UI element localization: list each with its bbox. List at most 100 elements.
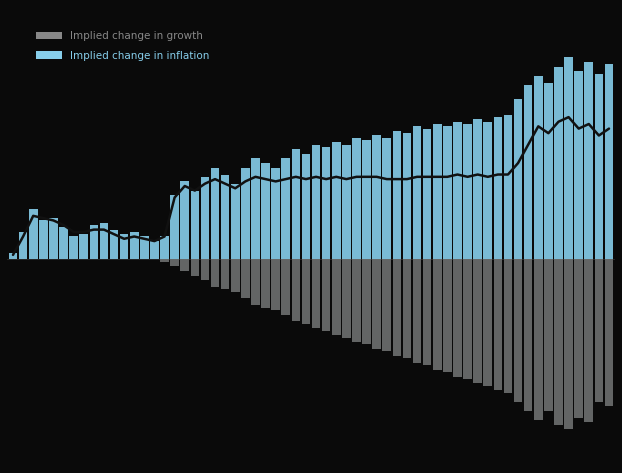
- Bar: [332, 142, 341, 260]
- Bar: [180, 182, 189, 260]
- Bar: [595, 73, 603, 260]
- Bar: [443, 126, 452, 260]
- Bar: [423, 260, 432, 365]
- Bar: [433, 260, 442, 369]
- Bar: [413, 126, 421, 260]
- Bar: [605, 64, 613, 260]
- Bar: [402, 133, 411, 260]
- Bar: [362, 140, 371, 260]
- Bar: [281, 158, 290, 260]
- Bar: [463, 260, 472, 379]
- Bar: [312, 260, 320, 328]
- Bar: [514, 260, 522, 402]
- Bar: [281, 260, 290, 315]
- Bar: [120, 234, 128, 260]
- Bar: [524, 85, 532, 260]
- Bar: [221, 175, 230, 260]
- Bar: [49, 218, 58, 260]
- Bar: [322, 147, 330, 260]
- Bar: [292, 260, 300, 322]
- Bar: [392, 131, 401, 260]
- Bar: [544, 83, 553, 260]
- Bar: [413, 260, 421, 363]
- Bar: [241, 167, 249, 260]
- Bar: [534, 76, 542, 260]
- Bar: [585, 62, 593, 260]
- Bar: [201, 260, 209, 280]
- Bar: [554, 260, 563, 425]
- Bar: [160, 260, 169, 262]
- Bar: [585, 260, 593, 422]
- Bar: [383, 260, 391, 351]
- Bar: [564, 57, 573, 260]
- Bar: [494, 117, 502, 260]
- Bar: [392, 260, 401, 356]
- Bar: [302, 260, 310, 324]
- Bar: [595, 260, 603, 402]
- Bar: [373, 135, 381, 260]
- Bar: [453, 122, 462, 260]
- Bar: [19, 232, 27, 260]
- Bar: [271, 167, 280, 260]
- Bar: [342, 145, 351, 260]
- Bar: [211, 260, 220, 287]
- Bar: [564, 260, 573, 429]
- Bar: [473, 119, 482, 260]
- Bar: [190, 191, 199, 260]
- Bar: [90, 225, 98, 260]
- Bar: [100, 223, 108, 260]
- Bar: [514, 99, 522, 260]
- Bar: [463, 124, 472, 260]
- Bar: [271, 260, 280, 310]
- Bar: [251, 158, 260, 260]
- Bar: [453, 260, 462, 377]
- Bar: [130, 232, 139, 260]
- Bar: [402, 260, 411, 358]
- Bar: [534, 260, 542, 420]
- Bar: [443, 260, 452, 372]
- Bar: [180, 260, 189, 271]
- Bar: [221, 260, 230, 289]
- Bar: [483, 122, 492, 260]
- Bar: [362, 260, 371, 344]
- Bar: [201, 177, 209, 260]
- Bar: [80, 234, 88, 260]
- Bar: [211, 167, 220, 260]
- Legend: Implied change in growth, Implied change in inflation: Implied change in growth, Implied change…: [30, 26, 215, 66]
- Bar: [69, 236, 78, 260]
- Bar: [140, 236, 149, 260]
- Bar: [574, 260, 583, 418]
- Bar: [39, 220, 48, 260]
- Bar: [29, 209, 37, 260]
- Bar: [170, 260, 179, 266]
- Bar: [231, 260, 239, 291]
- Bar: [605, 260, 613, 406]
- Bar: [332, 260, 341, 335]
- Bar: [433, 124, 442, 260]
- Bar: [261, 260, 270, 307]
- Bar: [292, 149, 300, 260]
- Bar: [352, 260, 361, 342]
- Bar: [251, 260, 260, 306]
- Bar: [383, 138, 391, 260]
- Bar: [554, 67, 563, 260]
- Bar: [574, 71, 583, 260]
- Bar: [342, 260, 351, 338]
- Bar: [322, 260, 330, 331]
- Bar: [59, 228, 68, 260]
- Bar: [473, 260, 482, 384]
- Bar: [261, 163, 270, 260]
- Bar: [312, 145, 320, 260]
- Bar: [302, 154, 310, 260]
- Bar: [504, 260, 513, 393]
- Bar: [150, 241, 159, 260]
- Bar: [524, 260, 532, 411]
- Bar: [231, 184, 239, 260]
- Bar: [160, 236, 169, 260]
- Bar: [483, 260, 492, 385]
- Bar: [504, 115, 513, 260]
- Bar: [190, 260, 199, 276]
- Bar: [109, 229, 118, 260]
- Bar: [544, 260, 553, 411]
- Bar: [494, 260, 502, 390]
